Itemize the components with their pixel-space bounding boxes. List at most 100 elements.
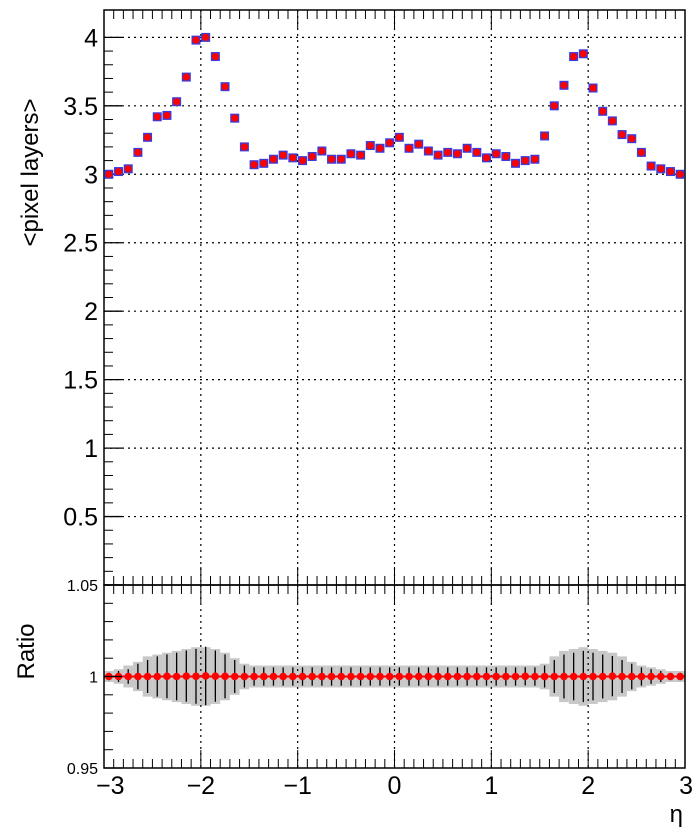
top-point-series2 [560, 81, 568, 89]
top-point-series2 [676, 170, 684, 178]
top-point-series2 [657, 165, 665, 173]
top-point-series2 [308, 152, 316, 161]
top-point-series2 [327, 155, 336, 163]
x-tick-label: 1 [484, 772, 498, 800]
top-point-series2 [424, 147, 432, 155]
ratio-point [492, 672, 500, 681]
top-point-series2 [473, 148, 481, 156]
top-point-series2 [579, 50, 587, 58]
ratio-point [550, 672, 559, 681]
ratio-point [579, 672, 588, 681]
top-point-series2 [231, 114, 239, 122]
top-point-series2 [337, 155, 345, 163]
ratio-point [608, 672, 617, 680]
top-point-series2 [163, 111, 171, 120]
ratio-point [347, 672, 355, 681]
ratio-point [163, 672, 171, 681]
top-point-series2 [589, 84, 597, 92]
top-point-series2 [599, 107, 607, 115]
ratio-point [124, 672, 133, 681]
ratio-point [482, 672, 491, 681]
ratio-point [656, 672, 665, 681]
top-point-series2 [395, 133, 403, 141]
ratio-point [569, 672, 578, 681]
top-point-series2 [240, 143, 249, 151]
ratio-point [289, 672, 297, 681]
top-point-series2 [202, 33, 210, 41]
ratio-point [318, 672, 326, 681]
top-y-tick-label: 2.5 [63, 230, 98, 258]
ratio-point [511, 672, 520, 681]
ratio-point [502, 672, 510, 681]
top-point-series2 [531, 155, 539, 163]
ratio-point [521, 672, 530, 681]
top-point-series2 [386, 139, 394, 147]
ratio-point [143, 672, 152, 681]
top-point-series2 [221, 83, 229, 91]
top-point-series2 [105, 170, 113, 178]
ratio-point [405, 672, 413, 681]
top-point-series2 [143, 133, 152, 141]
ratio-point [676, 672, 684, 681]
ratio-point [201, 672, 210, 680]
top-point-series2 [250, 161, 258, 169]
ratio-point [366, 672, 375, 681]
top-y-tick-label: 1 [84, 435, 98, 463]
ratio-point [560, 672, 568, 681]
top-point-series2 [114, 167, 123, 176]
ratio-point [627, 672, 636, 681]
bottom-y-tick-label: 1.05 [67, 578, 98, 595]
top-point-series2 [211, 52, 219, 61]
ratio-point [443, 672, 452, 681]
top-point-series2 [570, 52, 578, 61]
top-point-series2 [628, 135, 636, 143]
ratio-point [598, 672, 607, 681]
ratio-point [259, 672, 268, 681]
top-point-series2 [482, 154, 491, 162]
ratio-point [453, 672, 462, 681]
top-point-series2 [415, 140, 423, 148]
ratio-point [647, 672, 655, 681]
top-point-series2 [124, 165, 132, 173]
x-tick-label: −3 [96, 772, 125, 800]
top-point-series2 [666, 167, 675, 176]
ratio-point [473, 672, 481, 681]
top-y-axis-label: <pixel layers> [17, 98, 44, 246]
ratio-point [221, 672, 229, 681]
top-point-series2 [637, 148, 646, 156]
top-y-tick-label: 0.5 [63, 504, 98, 532]
top-point-series2 [318, 147, 326, 155]
top-y-tick-label: 1.5 [63, 367, 98, 395]
ratio-point [414, 672, 423, 681]
x-tick-label: 0 [388, 772, 402, 800]
ratio-point [376, 672, 384, 681]
x-axis-label: η [670, 801, 683, 828]
ratio-point [356, 672, 365, 681]
ratio-point [385, 672, 394, 681]
top-point-series2 [357, 151, 365, 159]
top-point-series2 [134, 148, 142, 156]
top-point-series2 [434, 151, 442, 159]
ratio-point [531, 672, 539, 681]
top-point-series2 [260, 159, 268, 167]
ratio-point [182, 672, 191, 680]
ratio-point [327, 672, 336, 681]
top-point-series2 [492, 150, 500, 158]
x-tick-label: 2 [581, 772, 595, 800]
bottom-y-tick-label: 0.95 [67, 761, 98, 778]
ratio-point [279, 672, 287, 681]
ratio-point [192, 672, 200, 681]
ratio-point [240, 672, 249, 681]
top-point-series2 [173, 98, 181, 106]
top-point-series2 [153, 113, 161, 121]
top-point-series2 [502, 152, 510, 161]
top-point-series2 [269, 155, 278, 163]
top-point-series2 [192, 36, 200, 44]
top-point-series2 [453, 150, 462, 158]
top-point-series2 [366, 141, 374, 150]
bottom-y-axis-label: Ratio [13, 623, 40, 679]
ratio-point [589, 672, 597, 681]
top-y-tick-label: 4 [84, 24, 98, 52]
